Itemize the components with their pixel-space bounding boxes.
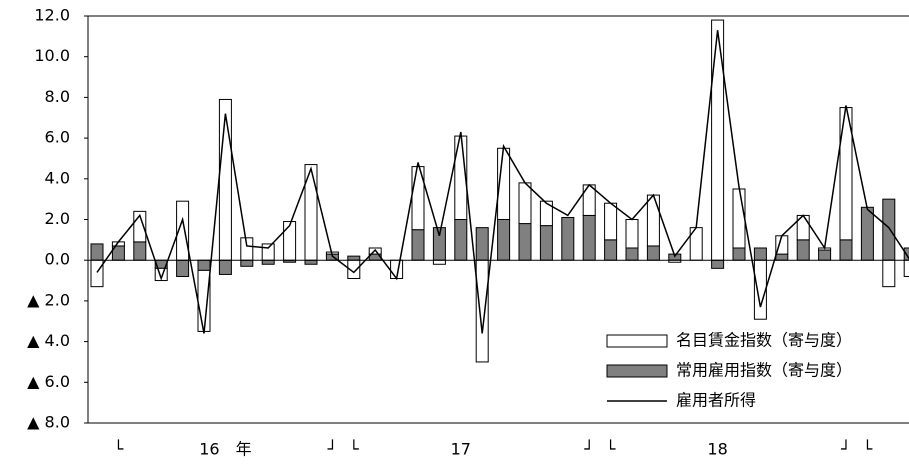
y-tick-label: ▲ 8.0 (27, 413, 70, 432)
x-tick-label: ┘ (583, 439, 594, 459)
legend: 名目賃金指数（寄与度） 常用雇用指数（寄与度） 雇用者所得 (598, 326, 906, 418)
bar (775, 253, 789, 261)
plot-area (88, 19, 909, 363)
bar (90, 259, 104, 288)
bar (133, 241, 147, 261)
bar (240, 259, 254, 267)
y-tick-label: ▲ 6.0 (27, 372, 70, 391)
bar (218, 259, 232, 275)
x-tick-label: └ (349, 439, 359, 459)
legend-swatch (606, 364, 668, 378)
bar (497, 219, 511, 261)
bar (518, 223, 532, 261)
bar (753, 259, 767, 320)
bar (454, 219, 468, 261)
bar (197, 259, 211, 271)
x-tick-label: 16 年 (199, 440, 251, 459)
x-tick-label: └ (114, 439, 124, 459)
bar (646, 194, 660, 247)
bar (561, 216, 575, 261)
bar (818, 249, 832, 261)
y-tick-label: ▲ 2.0 (27, 290, 70, 309)
bar (903, 259, 909, 277)
bar (261, 259, 275, 265)
y-tick-label: 0.0 (45, 250, 70, 269)
x-tick-label: 17 (451, 440, 471, 459)
bar (604, 239, 618, 261)
bar (197, 269, 211, 332)
bar (796, 239, 810, 261)
bar (753, 247, 767, 261)
x-tick-label: ┘ (327, 439, 338, 459)
bar (711, 259, 725, 269)
line (96, 30, 909, 334)
bar (860, 206, 874, 261)
bar (475, 227, 489, 261)
bar (347, 255, 361, 261)
legend-label: 名目賃金指数（寄与度） (676, 331, 852, 350)
bar (839, 239, 853, 261)
bar (732, 247, 746, 261)
bar (240, 237, 254, 261)
bar (582, 214, 596, 261)
x-tick-label: └ (863, 439, 873, 459)
bar (882, 259, 896, 288)
plot-frame (87, 15, 909, 424)
bar (732, 188, 746, 249)
legend-swatch (606, 334, 668, 348)
y-tick-label: 12.0 (34, 6, 70, 25)
bar (90, 243, 104, 261)
bar (604, 202, 618, 241)
x-tick-label: └ (606, 439, 616, 459)
bar (539, 225, 553, 261)
bar (411, 229, 425, 261)
bar (518, 182, 532, 225)
y-tick-label: 4.0 (45, 168, 70, 187)
legend-label: 雇用者所得 (676, 391, 756, 410)
y-tick-label: 2.0 (45, 209, 70, 228)
bar (283, 221, 297, 261)
bar (625, 247, 639, 261)
x-tick-label: ┘ (840, 439, 851, 459)
bar (882, 198, 896, 261)
bar (304, 259, 318, 265)
bar (539, 200, 553, 227)
bar (261, 243, 275, 261)
x-tick-label: 18 (707, 440, 727, 459)
y-tick-label: 8.0 (45, 87, 70, 106)
y-tick-label: 10.0 (34, 46, 70, 65)
y-tick-label: ▲ 4.0 (27, 331, 70, 350)
y-tick-label: 6.0 (45, 128, 70, 147)
legend-label: 常用雇用指数（寄与度） (676, 361, 852, 380)
bar (475, 259, 489, 363)
bar (646, 245, 660, 261)
bar (218, 98, 232, 261)
bar (432, 259, 446, 265)
bar (625, 219, 639, 249)
bar (176, 259, 190, 277)
